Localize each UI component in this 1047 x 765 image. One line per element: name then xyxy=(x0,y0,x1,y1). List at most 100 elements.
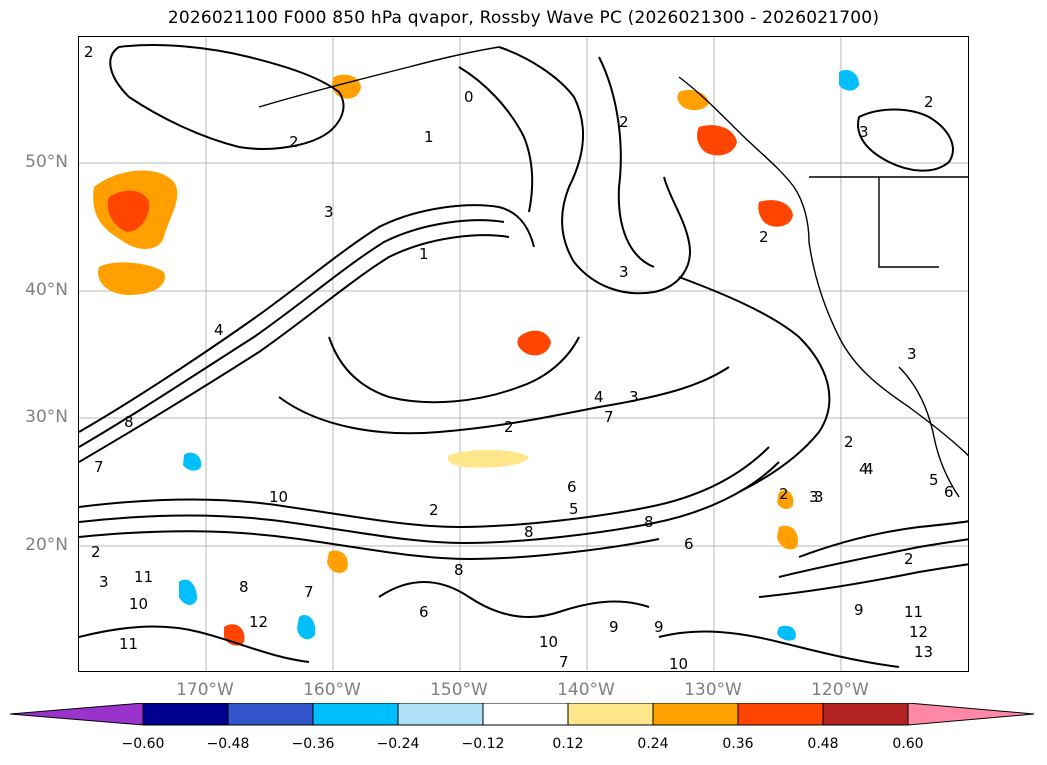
lat-label-30n: 30°N xyxy=(25,407,68,427)
us-west-coast xyxy=(808,241,968,457)
contour-label: 10 xyxy=(669,655,688,672)
contour-line xyxy=(458,66,534,213)
contour-label: 2 xyxy=(779,485,789,503)
contour-label: 6 xyxy=(684,535,694,553)
contour-line xyxy=(79,530,660,560)
contour-label: 3 xyxy=(809,488,819,506)
contour-label: 2 xyxy=(429,501,439,519)
contour-label: 9 xyxy=(854,601,864,619)
map-title: 2026021100 F000 850 hPa qvapor, Rossby W… xyxy=(167,8,880,28)
contour-label: 7 xyxy=(604,408,614,426)
bc-coast xyxy=(678,76,810,243)
contour-label: 8 xyxy=(454,561,464,579)
colorbar-extend-high xyxy=(907,703,1035,726)
colorbar-bin xyxy=(822,703,909,726)
contour-line xyxy=(79,625,310,663)
contour-label: 2 xyxy=(289,133,299,151)
contour-label: 3 xyxy=(324,203,334,221)
us-state-line xyxy=(878,177,939,268)
contour-label: 8 xyxy=(124,413,134,431)
contour-label: 3 xyxy=(99,573,109,591)
contour-label: 10 xyxy=(539,633,558,651)
warm-patch-center xyxy=(517,330,551,356)
colorbar-tick: 0.24 xyxy=(637,736,669,752)
contour-line xyxy=(79,446,770,528)
colorbar-tick: −0.24 xyxy=(376,736,420,752)
cool-patch-w xyxy=(183,452,202,471)
contour-label: 5 xyxy=(929,471,939,489)
lon-label-160w: 160°W xyxy=(303,680,361,700)
contour-label: 2 xyxy=(904,550,914,568)
warm-patch-nw xyxy=(332,74,361,99)
warm-small-3 xyxy=(327,550,348,573)
graticule xyxy=(79,37,968,671)
cool-patch-s xyxy=(297,615,316,640)
contour-line xyxy=(598,56,655,268)
contour-label: 3 xyxy=(814,488,824,506)
contour-line xyxy=(109,44,345,150)
contour-line xyxy=(678,276,831,493)
alaska-coast xyxy=(258,46,500,108)
contour-label: 10 xyxy=(129,595,148,613)
colorbar-bin xyxy=(737,703,824,726)
contour-label: 4 xyxy=(859,460,869,478)
warm-patch-coast xyxy=(697,125,737,156)
colorbar-tick: 0.60 xyxy=(892,736,924,752)
lon-label-130w: 130°W xyxy=(684,680,742,700)
contour-line xyxy=(79,219,505,448)
contour-label: 2 xyxy=(759,228,769,246)
contour-labels: 2 2 1 2 3 0 2 3 2 3 4 3 2 3 4 3 4 2 1 7 … xyxy=(84,43,954,672)
contour-label: 12 xyxy=(909,623,928,641)
coastline xyxy=(258,46,968,498)
colorbar-bin xyxy=(397,703,484,726)
colorbar-bin xyxy=(567,703,654,726)
warm-small-4 xyxy=(777,525,798,550)
contour-line xyxy=(328,336,580,404)
contour-label: 3 xyxy=(619,263,629,281)
contour-line xyxy=(79,204,535,433)
contour-label: 6 xyxy=(567,478,577,496)
contour-label: 2 xyxy=(504,418,514,436)
lat-label-40n: 40°N xyxy=(25,280,68,300)
contour-label: 9 xyxy=(654,618,664,636)
lon-label-140w: 140°W xyxy=(557,680,615,700)
cool-patch-sw xyxy=(179,579,197,605)
warm-patch-west-2 xyxy=(98,262,165,295)
contour-line xyxy=(778,538,968,578)
contour-label: 2 xyxy=(84,43,94,61)
contours xyxy=(79,44,968,668)
contour-line xyxy=(378,581,650,618)
contour-label: 8 xyxy=(644,513,654,531)
lat-label-50n: 50°N xyxy=(25,152,68,172)
map-panel: 2 2 1 2 3 0 2 3 2 3 4 3 2 3 4 3 4 2 1 7 … xyxy=(78,36,969,672)
contour-label: 7 xyxy=(94,458,104,476)
colorbar-tick: −0.60 xyxy=(121,736,165,752)
contour-label: 2 xyxy=(91,543,101,561)
contour-label: 11 xyxy=(119,635,138,653)
cool-patch-e xyxy=(777,625,796,641)
contour-label: 8 xyxy=(239,578,249,596)
contour-label: 4 xyxy=(864,460,874,478)
colorbar-bin xyxy=(142,703,229,726)
colorbar-tick: 0.36 xyxy=(722,736,754,752)
contour-label: 5 xyxy=(569,500,579,518)
colorbar-extend-low xyxy=(10,703,144,726)
colorbar xyxy=(10,703,1035,726)
colorbar-tick: −0.12 xyxy=(461,736,505,752)
colorbar-tick: 0.48 xyxy=(807,736,839,752)
contour-label: 3 xyxy=(859,123,869,141)
contour-label: 1 xyxy=(424,128,434,146)
warm-patch-coast-2 xyxy=(758,200,793,227)
shaded-anomalies xyxy=(93,69,859,646)
light-warm-mid xyxy=(447,449,529,468)
contour-label: 8 xyxy=(524,523,534,541)
lon-label-150w: 150°W xyxy=(430,680,488,700)
contour-label: 6 xyxy=(944,483,954,501)
lon-label-120w: 120°W xyxy=(811,680,869,700)
contour-label: 10 xyxy=(269,488,288,506)
contour-label: 9 xyxy=(609,618,619,636)
contour-line xyxy=(798,520,968,558)
contour-label: 7 xyxy=(304,583,314,601)
warm-core-west xyxy=(107,190,150,232)
colorbar-tick: 0.12 xyxy=(552,736,584,752)
